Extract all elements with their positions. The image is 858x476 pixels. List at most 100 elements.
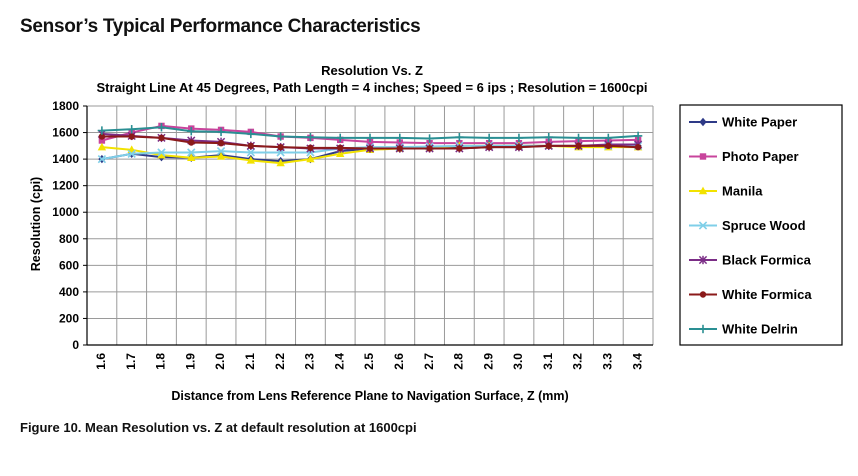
data-point-white-delrin bbox=[425, 134, 434, 143]
legend-item-spruce-wood: Spruce Wood bbox=[689, 218, 806, 233]
x-axis-label: Distance from Lens Reference Plane to Na… bbox=[171, 389, 568, 403]
data-point-white-formica bbox=[337, 144, 344, 152]
data-point-white-delrin bbox=[514, 133, 524, 143]
x-tick-label: 2.5 bbox=[362, 353, 376, 370]
data-point-white-delrin bbox=[484, 133, 494, 143]
data-point-white-formica bbox=[456, 145, 463, 152]
data-point-spruce-wood bbox=[246, 148, 256, 157]
legend-marker bbox=[699, 117, 707, 127]
x-axis-ticks: 1.6 1.7 1.8 1.9 2.0 2.1 2.2 2.3 2.4 2.5 2.6 2.7 2.8 2… bbox=[94, 353, 644, 370]
y-tick-label: 600 bbox=[59, 258, 79, 272]
data-point-manila bbox=[336, 149, 345, 157]
data-point-manila bbox=[157, 150, 166, 159]
legend-marker bbox=[698, 324, 708, 334]
series-white-delrin bbox=[97, 123, 643, 143]
marker-stroke bbox=[216, 146, 226, 156]
legend-item-manila: Manila bbox=[689, 184, 763, 199]
legend-label: White Delrin bbox=[722, 322, 798, 337]
legend-item-white-delrin: White Delrin bbox=[689, 322, 798, 337]
data-point-white-formica bbox=[98, 133, 106, 140]
data-point-photo-paper bbox=[98, 137, 106, 144]
legend-item-white-formica: White Formica bbox=[689, 287, 812, 302]
data-point-white-formica bbox=[307, 144, 314, 152]
data-point-white-formica bbox=[575, 142, 582, 150]
data-point-white-formica bbox=[634, 143, 642, 151]
data-point-white-formica bbox=[158, 134, 165, 142]
data-point-manila bbox=[187, 153, 196, 161]
figure-caption: Figure 10. Mean Resolution vs. Z at defa… bbox=[20, 420, 417, 435]
x-tick-label: 2.7 bbox=[422, 353, 436, 370]
data-point-white-formica bbox=[515, 143, 523, 151]
marker-stroke bbox=[187, 148, 196, 157]
data-point-white-delrin bbox=[216, 127, 226, 137]
y-tick-label: 1000 bbox=[52, 205, 79, 219]
chart-series bbox=[97, 122, 643, 167]
legend-marker bbox=[699, 291, 707, 298]
legend-marker bbox=[699, 153, 707, 160]
data-point-white-delrin bbox=[127, 125, 136, 134]
y-tick-label: 1800 bbox=[52, 99, 79, 113]
data-point-white-formica bbox=[605, 142, 612, 150]
y-tick-label: 400 bbox=[59, 285, 79, 299]
data-point-white-delrin bbox=[187, 127, 196, 136]
data-point-photo-paper bbox=[396, 139, 403, 146]
y-tick-label: 800 bbox=[59, 232, 79, 246]
data-point-white-delrin bbox=[157, 123, 166, 132]
x-tick-label: 2.0 bbox=[213, 353, 227, 370]
x-tick-label: 2.2 bbox=[273, 353, 287, 370]
data-point-white-delrin bbox=[97, 126, 107, 135]
y-axis-label: Resolution (cpi) bbox=[29, 177, 43, 271]
data-point-spruce-wood bbox=[157, 148, 166, 157]
data-point-white-formica bbox=[277, 143, 284, 151]
data-point-white-delrin bbox=[276, 132, 285, 141]
x-tick-label: 3.4 bbox=[630, 353, 644, 370]
y-tick-label: 1200 bbox=[52, 179, 79, 193]
x-tick-label: 2.6 bbox=[392, 353, 406, 370]
data-point-white-formica bbox=[366, 145, 374, 152]
legend-label: White Paper bbox=[722, 115, 797, 130]
y-tick-label: 0 bbox=[72, 338, 79, 352]
data-point-white-delrin bbox=[574, 133, 583, 143]
data-point-white-delrin bbox=[395, 133, 404, 143]
marker-stroke bbox=[157, 148, 166, 157]
data-point-white-delrin bbox=[306, 133, 315, 142]
x-tick-label: 3.0 bbox=[511, 353, 525, 370]
chart-legend: White Paper Photo Paper Manila Spruce Wood B… bbox=[689, 115, 812, 337]
legend-item-white-paper: White Paper bbox=[689, 115, 797, 130]
data-point-white-delrin bbox=[544, 133, 553, 142]
data-point-manila bbox=[246, 156, 256, 164]
page-heading: Sensor’s Typical Performance Characteris… bbox=[20, 16, 421, 37]
data-point-white-delrin bbox=[455, 133, 464, 142]
data-point-manila bbox=[97, 142, 107, 151]
marker-stroke bbox=[127, 149, 136, 158]
data-point-white-formica bbox=[188, 139, 195, 146]
legend-label: Photo Paper bbox=[722, 149, 799, 164]
marker-stroke bbox=[97, 154, 107, 164]
legend-item-black-formica: Black Formica bbox=[689, 253, 812, 268]
data-point-white-formica bbox=[217, 139, 225, 147]
chart-subtitle: Straight Line At 45 Degrees, Path Length… bbox=[96, 80, 647, 95]
marker-stroke bbox=[246, 148, 256, 157]
legend-marker bbox=[698, 255, 708, 265]
legend-marker bbox=[698, 221, 708, 230]
legend-label: White Formica bbox=[722, 287, 812, 302]
x-tick-label: 2.4 bbox=[332, 353, 346, 370]
data-point-white-formica bbox=[545, 142, 552, 150]
x-tick-label: 2.3 bbox=[303, 353, 317, 370]
data-point-white-formica bbox=[128, 133, 135, 140]
legend-label: Black Formica bbox=[722, 253, 812, 268]
data-point-white-delrin bbox=[365, 133, 375, 143]
x-tick-label: 2.1 bbox=[243, 353, 257, 370]
x-tick-label: 2.8 bbox=[452, 353, 466, 370]
x-tick-label: 3.3 bbox=[600, 353, 614, 370]
data-point-white-formica bbox=[247, 142, 255, 150]
legend-label: Spruce Wood bbox=[722, 218, 806, 233]
y-axis-ticks: 0 200 400 600 800 1000 1200 1400 1600 1800 bbox=[52, 99, 79, 352]
series-white-formica bbox=[98, 133, 642, 152]
data-point-spruce-wood bbox=[127, 149, 136, 158]
x-tick-label: 3.2 bbox=[571, 353, 585, 370]
x-tick-label: 1.7 bbox=[124, 353, 138, 370]
data-point-spruce-wood bbox=[216, 146, 226, 156]
data-point-white-formica bbox=[426, 145, 433, 152]
